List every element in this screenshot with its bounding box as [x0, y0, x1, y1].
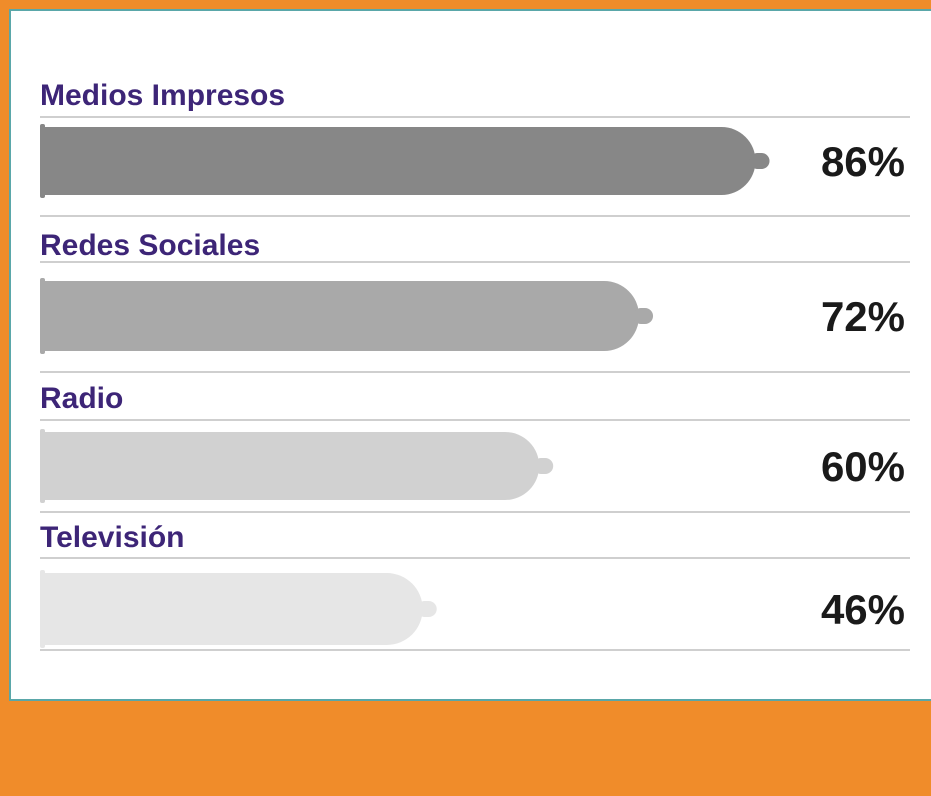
- category-label: Redes Sociales: [40, 229, 260, 262]
- page: Medios Impresos 86% Redes Sociales 72% Radio…: [0, 0, 931, 796]
- bar-edge: [40, 570, 45, 648]
- value-label: 46%: [821, 586, 905, 633]
- bar-tip: [533, 458, 553, 474]
- category-label: Radio: [40, 382, 123, 415]
- bar-tip: [750, 153, 770, 169]
- chart: Medios Impresos 86% Redes Sociales 72% Radio…: [0, 0, 931, 796]
- bar: [40, 432, 539, 500]
- bar: [40, 281, 639, 351]
- bar-edge: [40, 429, 45, 503]
- value-label: 72%: [821, 293, 905, 340]
- category-label: Medios Impresos: [40, 79, 285, 112]
- bar-tip: [633, 308, 653, 324]
- bar-tip: [417, 601, 437, 617]
- bar-edge: [40, 278, 45, 354]
- category-label: Televisión: [40, 521, 185, 554]
- bar: [40, 573, 423, 645]
- value-label: 86%: [821, 138, 905, 185]
- bar-edge: [40, 124, 45, 198]
- value-label: 60%: [821, 443, 905, 490]
- footer-band: [0, 702, 931, 796]
- bar: [40, 127, 756, 195]
